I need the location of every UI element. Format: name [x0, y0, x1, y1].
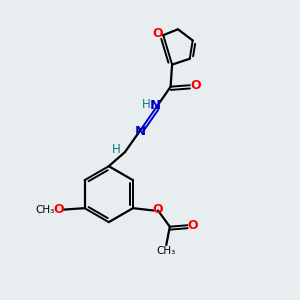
Text: O: O: [53, 203, 64, 216]
Text: N: N: [135, 125, 146, 138]
Text: O: O: [153, 27, 163, 40]
Text: O: O: [190, 79, 201, 92]
Text: O: O: [188, 219, 198, 232]
Text: CH₃: CH₃: [157, 246, 176, 256]
Text: CH₃: CH₃: [35, 205, 55, 214]
Text: N: N: [150, 99, 161, 112]
Text: O: O: [153, 203, 163, 216]
Text: H: H: [142, 98, 151, 111]
Text: H: H: [112, 142, 121, 156]
